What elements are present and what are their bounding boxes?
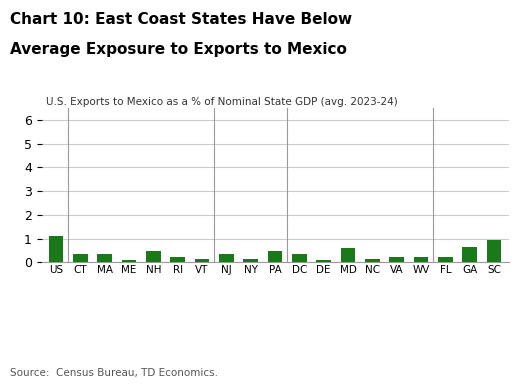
Bar xyxy=(389,257,404,262)
Bar xyxy=(195,259,209,262)
Bar xyxy=(243,259,258,262)
Text: U.S. Exports to Mexico as a % of Nominal State GDP (avg. 2023-24): U.S. Exports to Mexico as a % of Nominal… xyxy=(46,96,398,107)
Bar xyxy=(292,254,307,262)
Bar xyxy=(317,260,331,262)
Bar xyxy=(341,248,356,262)
Bar xyxy=(73,254,88,262)
Bar xyxy=(146,251,161,262)
Bar xyxy=(122,260,136,262)
Bar xyxy=(414,257,428,262)
Bar xyxy=(98,254,112,262)
Bar xyxy=(462,247,477,262)
Bar xyxy=(268,251,282,262)
Text: Average Exposure to Exports to Mexico: Average Exposure to Exports to Mexico xyxy=(10,42,347,58)
Bar xyxy=(49,236,63,262)
Text: Chart 10: East Coast States Have Below: Chart 10: East Coast States Have Below xyxy=(10,12,352,27)
Bar xyxy=(170,257,185,262)
Bar xyxy=(487,240,501,262)
Bar xyxy=(219,254,234,262)
Text: Source:  Census Bureau, TD Economics.: Source: Census Bureau, TD Economics. xyxy=(10,368,218,378)
Bar xyxy=(438,257,453,262)
Bar xyxy=(365,259,380,262)
